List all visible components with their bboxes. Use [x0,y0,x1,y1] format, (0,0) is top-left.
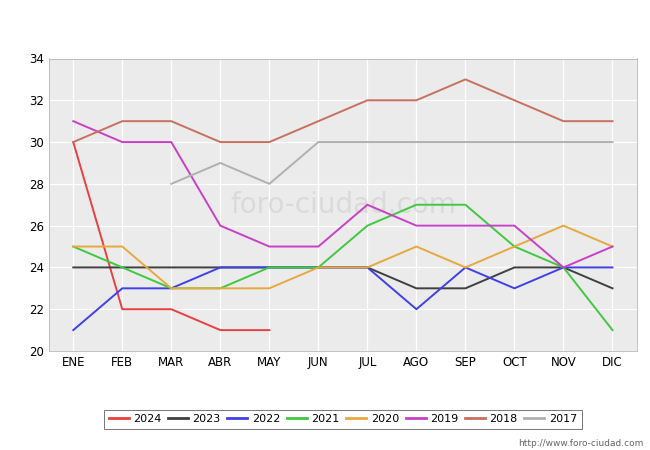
Text: Afiliados en Muñogrande a 31/5/2024: Afiliados en Muñogrande a 31/5/2024 [169,14,481,32]
Legend: 2024, 2023, 2022, 2021, 2020, 2019, 2018, 2017: 2024, 2023, 2022, 2021, 2020, 2019, 2018… [104,410,582,429]
Text: foro-ciudad.com: foro-ciudad.com [230,191,456,219]
Text: http://www.foro-ciudad.com: http://www.foro-ciudad.com [518,439,644,448]
